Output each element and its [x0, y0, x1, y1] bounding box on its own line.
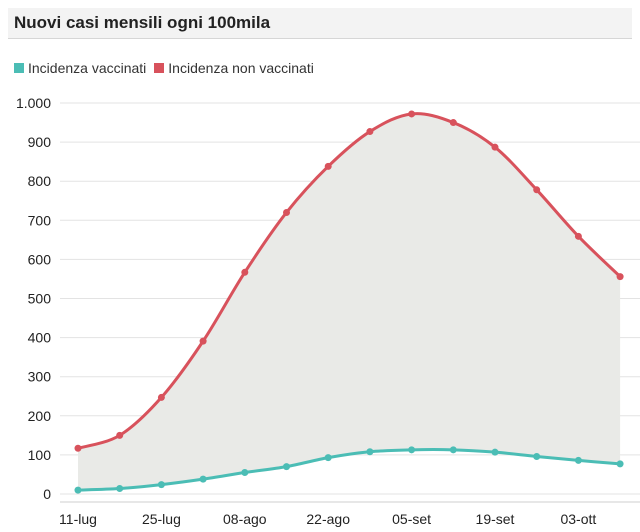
data-point-vaccinated — [283, 463, 290, 471]
data-point-unvaccinated — [324, 162, 332, 170]
y-tick-label: 600 — [28, 251, 52, 267]
data-point-vaccinated — [366, 448, 374, 456]
legend-item-unvaccinated[interactable]: Incidenza non vaccinati — [154, 60, 314, 76]
data-point-unvaccinated — [283, 208, 290, 216]
x-tick-label: 08-ago — [223, 511, 267, 527]
data-point-unvaccinated — [157, 393, 165, 401]
x-tick-label: 03-ott — [560, 511, 596, 527]
data-point-unvaccinated — [616, 273, 624, 281]
data-point-vaccinated — [616, 460, 624, 468]
x-tick-label: 11-lug — [59, 511, 97, 527]
data-point-vaccinated — [241, 468, 249, 476]
y-tick-label: 0 — [43, 486, 51, 502]
x-tick-label: 22-ago — [306, 511, 350, 527]
legend-item-vaccinated[interactable]: Incidenza vaccinati — [14, 60, 146, 76]
title-bar: Nuovi casi mensili ogni 100mila — [8, 8, 632, 39]
data-point-unvaccinated — [116, 431, 124, 439]
data-point-vaccinated — [491, 448, 499, 456]
legend-swatch-unvaccinated — [154, 63, 165, 73]
y-tick-label: 700 — [28, 212, 52, 228]
data-point-unvaccinated — [491, 143, 499, 151]
data-point-vaccinated — [533, 452, 541, 460]
data-point-unvaccinated — [533, 186, 541, 194]
data-point-vaccinated — [574, 456, 582, 464]
legend-swatch-vaccinated — [14, 63, 24, 73]
chart-title: Nuovi casi mensili ogni 100mila — [14, 13, 271, 32]
legend-label-unvaccinated: Incidenza non vaccinati — [168, 60, 314, 76]
data-point-unvaccinated — [74, 444, 82, 452]
y-tick-label: 500 — [28, 291, 52, 307]
area-between-series — [78, 113, 621, 491]
x-tick-label: 25-lug — [142, 511, 181, 527]
data-point-vaccinated — [408, 446, 416, 454]
data-point-unvaccinated — [366, 128, 374, 136]
data-point-vaccinated — [449, 446, 457, 454]
data-point-vaccinated — [199, 475, 207, 483]
y-tick-label: 300 — [28, 369, 52, 385]
data-point-unvaccinated — [199, 337, 207, 345]
data-point-vaccinated — [74, 486, 82, 494]
data-point-unvaccinated — [574, 232, 582, 240]
y-tick-label: 900 — [28, 134, 52, 150]
data-point-vaccinated — [324, 454, 332, 462]
data-point-vaccinated — [157, 481, 165, 489]
data-point-unvaccinated — [241, 268, 249, 276]
series-line-vaccinated — [76, 448, 622, 492]
x-tick-label: 05-set — [392, 511, 431, 527]
x-tick-label: 19-set — [476, 511, 515, 527]
y-tick-label: 400 — [28, 330, 52, 346]
data-point-unvaccinated — [408, 110, 416, 118]
legend: Incidenza vaccinati Incidenza non vaccin… — [14, 60, 314, 76]
y-tick-label: 800 — [28, 173, 52, 189]
y-tick-label: 1.000 — [16, 95, 51, 111]
y-tick-label: 100 — [28, 447, 52, 463]
series-line-unvaccinated — [76, 112, 622, 450]
data-point-unvaccinated — [449, 119, 457, 127]
data-point-vaccinated — [116, 485, 124, 493]
legend-label-vaccinated: Incidenza vaccinati — [28, 60, 147, 76]
y-tick-label: 200 — [28, 408, 52, 424]
